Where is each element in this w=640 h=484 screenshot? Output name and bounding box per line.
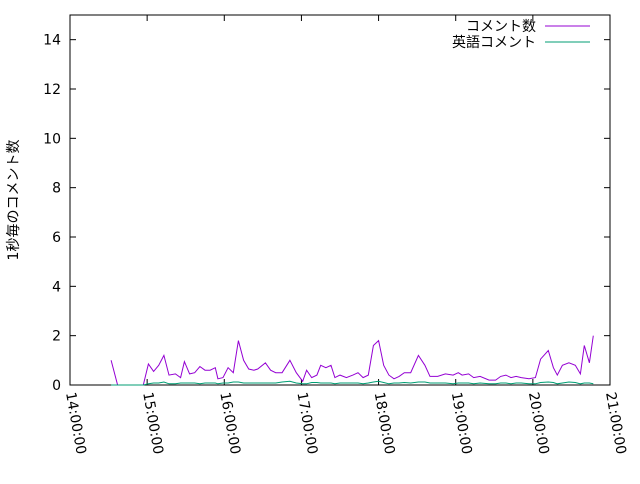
- y-tick-label: 12: [43, 82, 61, 98]
- legend-label: コメント数: [466, 19, 536, 35]
- x-tick-label: 20:00:00: [525, 391, 552, 456]
- x-tick-label: 19:00:00: [448, 391, 475, 456]
- series-group: [110, 335, 594, 386]
- x-tick-label: 17:00:00: [293, 391, 320, 456]
- y-tick-label: 8: [52, 181, 61, 197]
- x-tick-label: 18:00:00: [371, 391, 398, 456]
- x-tick-label: 16:00:00: [216, 391, 243, 456]
- y-tick-label: 6: [52, 230, 61, 246]
- x-tick-label: 15:00:00: [139, 391, 166, 456]
- x-tick-label: 14:00:00: [62, 391, 89, 456]
- series-line-1: [111, 380, 594, 386]
- x-tick-label: 21:00:00: [602, 391, 629, 456]
- series-line-0: [110, 335, 594, 386]
- plot-frame: [69, 14, 611, 386]
- y-tick-label: 4: [52, 279, 61, 295]
- x-axis: 14:00:00 15:00:00 16:00:00 17:00:00 18:00:00…: [62, 15, 629, 456]
- y-axis: 0 2 4 6 8 10 12 14: [43, 33, 610, 394]
- y-tick-label: 10: [43, 131, 61, 147]
- legend-label: 英語コメント: [452, 34, 536, 51]
- y-tick-label: 2: [52, 329, 61, 345]
- y-tick-label: 0: [52, 378, 61, 394]
- y-tick-label: 14: [43, 33, 61, 49]
- y-axis-label: 1秒毎のコメント数: [6, 140, 22, 261]
